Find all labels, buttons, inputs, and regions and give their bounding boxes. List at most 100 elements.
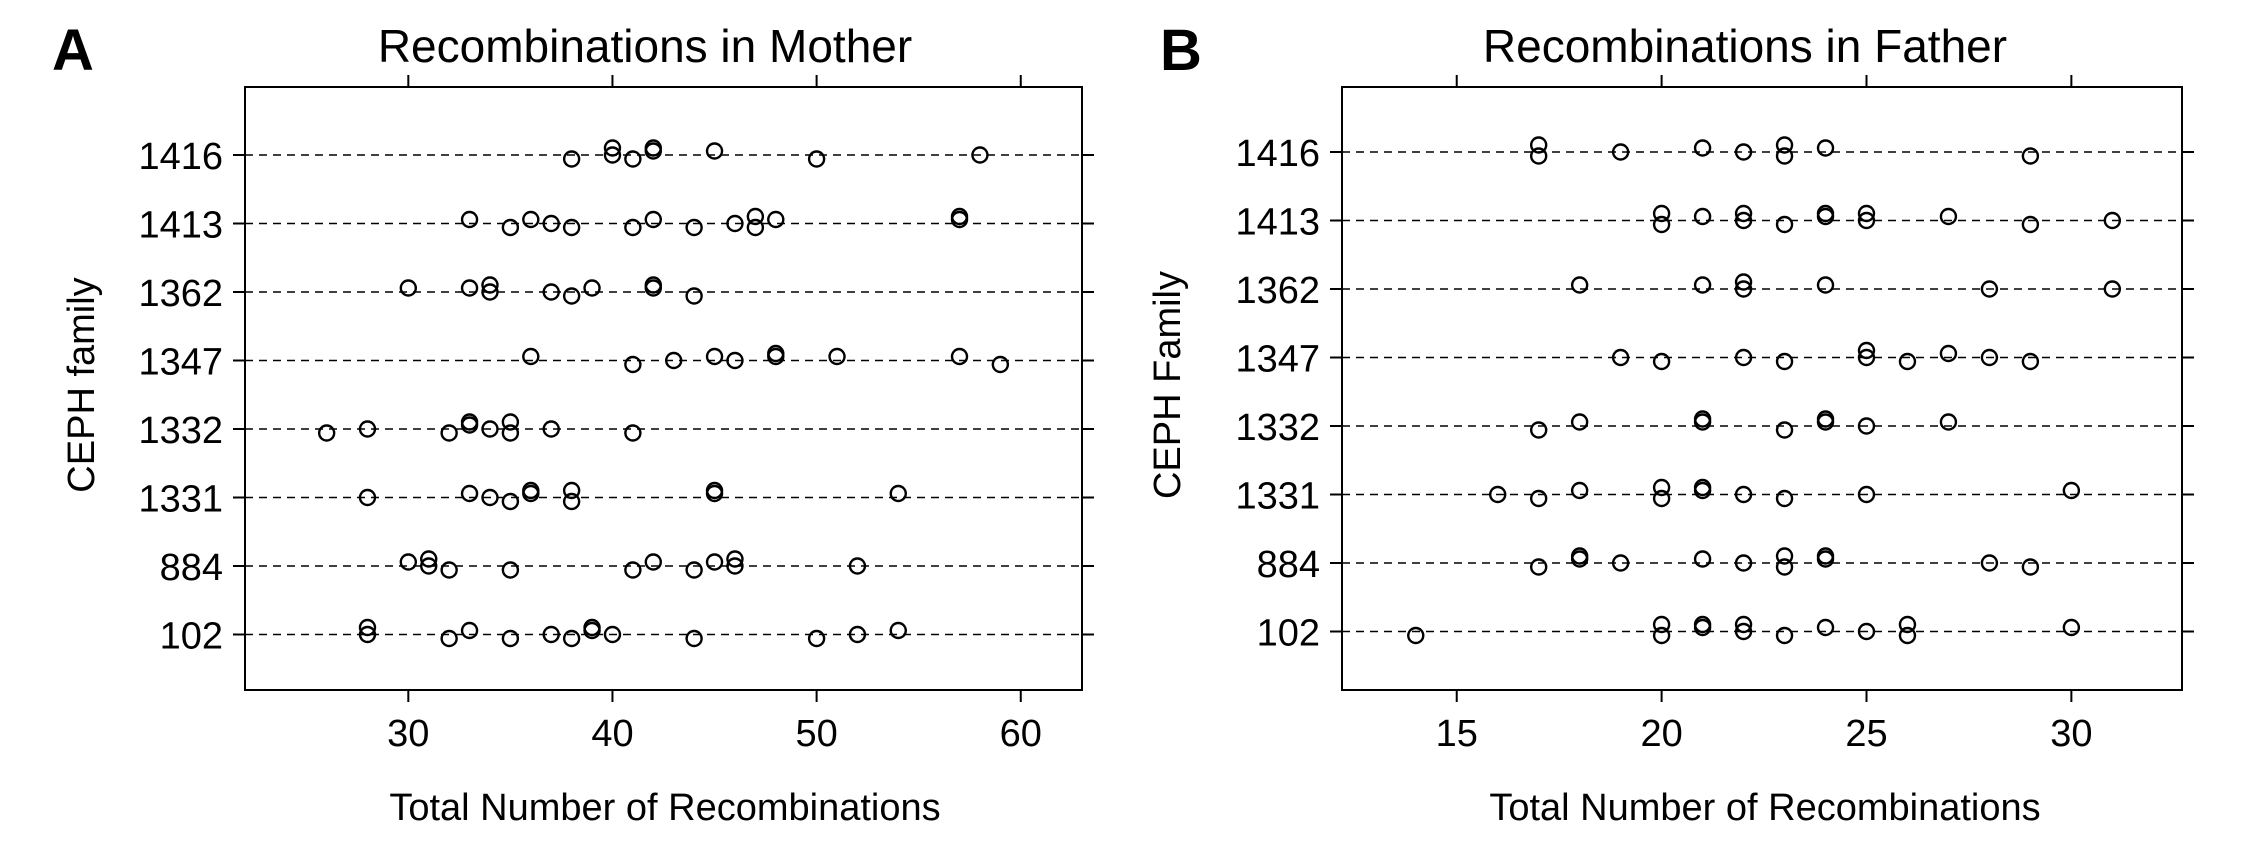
panel-b-data-point-1413 bbox=[1652, 204, 1671, 223]
panel-a-x-axis-label: Total Number of Recombinations bbox=[389, 787, 940, 829]
panel-b-data-point-1413 bbox=[1734, 204, 1753, 223]
panel-b-data-point-884 bbox=[1980, 554, 1999, 572]
panel-a-data-point-1331 bbox=[460, 484, 479, 503]
panel-a-data-point-1331 bbox=[889, 484, 907, 503]
panel-a-data-point-1331 bbox=[358, 488, 377, 507]
panel-b-title: Recombinations in Father bbox=[1483, 20, 2007, 72]
panel-a-data-point-1347 bbox=[950, 347, 969, 366]
panel-a-data-point-1416 bbox=[705, 142, 724, 160]
panel-a-data-point-1347 bbox=[828, 347, 846, 366]
panel-b-x-tick-label: 20 bbox=[1640, 713, 1682, 755]
panel-a-y-tick-label: 1413 bbox=[138, 205, 223, 247]
panel-a-y-tick-label: 1362 bbox=[138, 273, 223, 315]
panel-b-y-tick-label: 1362 bbox=[1235, 270, 1320, 312]
panel-a-data-point-1413 bbox=[522, 210, 540, 229]
panel-b-data-point-102 bbox=[1693, 615, 1712, 634]
panel-a-data-point-1362 bbox=[542, 283, 560, 301]
panel-b-data-point-102 bbox=[1652, 626, 1671, 645]
panel-a-title: Recombinations in Mother bbox=[378, 20, 912, 72]
panel-a-data-point-102 bbox=[807, 629, 826, 648]
panel-b-data-point-1416 bbox=[1775, 147, 1794, 165]
panel-a-data-point-1413 bbox=[685, 218, 703, 237]
panel-b-data-point-1347 bbox=[2021, 352, 2040, 371]
panel-a-data-point-1362 bbox=[460, 279, 479, 297]
panel-b-y-tick-label: 1332 bbox=[1235, 407, 1320, 449]
panel-a-data-point-1413 bbox=[746, 207, 765, 226]
panel-a-data-point-102 bbox=[889, 621, 907, 640]
panel-b-data-point-1331 bbox=[1775, 489, 1794, 508]
panel-b-y-tick-label: 1347 bbox=[1235, 339, 1320, 381]
panel-a-plot-frame bbox=[244, 86, 1083, 691]
panel-b-data-point-1362 bbox=[1980, 280, 1999, 298]
panel-a-y-tick-label: 1331 bbox=[138, 479, 223, 521]
panel-a-y-tick-label: 884 bbox=[160, 547, 223, 589]
panel-a-x-tick-label: 40 bbox=[591, 713, 633, 755]
panel-b-data-point-1416 bbox=[1693, 139, 1712, 157]
panel-b-data-point-102 bbox=[1734, 615, 1753, 634]
panel-b-data-point-1362 bbox=[1693, 276, 1712, 294]
panel-a-y-tick-label: 1332 bbox=[138, 410, 223, 452]
panel-a-data-point-1416 bbox=[624, 150, 642, 168]
panel-b-data-point-102 bbox=[1898, 626, 1917, 645]
panel-b-data-point-1413 bbox=[1816, 204, 1835, 223]
panel-a-data-point-1362 bbox=[644, 276, 662, 294]
panel-a-data-point-1347 bbox=[665, 351, 683, 370]
panel-b-data-point-884 bbox=[1775, 547, 1794, 565]
panel-b: B Recombinations in Father Total Number … bbox=[1147, 18, 2194, 829]
panel-b-data-point-1331 bbox=[1652, 478, 1671, 497]
panel-a-x-tick-label: 60 bbox=[1000, 713, 1042, 755]
panel-b-data-point-1332 bbox=[1570, 413, 1589, 431]
panel-b-data-point-1332 bbox=[1939, 413, 1958, 431]
panel-a-data-point-1416 bbox=[562, 150, 581, 168]
panel-a-data-point-1332 bbox=[501, 424, 520, 442]
panel-a-data-point-1413 bbox=[501, 218, 520, 237]
panel-a-data-point-1331 bbox=[481, 488, 499, 507]
panel-a-x-tick-label: 50 bbox=[795, 713, 837, 755]
panel-b-data-point-1413 bbox=[1857, 211, 1876, 230]
panel-a-data-point-102 bbox=[460, 621, 479, 640]
panel-a-data-point-1347 bbox=[522, 347, 540, 366]
panel-a-data-point-102 bbox=[583, 618, 601, 637]
panel-b-plot-frame bbox=[1341, 86, 2183, 691]
panel-b-y-tick-label: 1416 bbox=[1235, 133, 1320, 175]
panel-a-data-point-1362 bbox=[399, 279, 418, 297]
panel-b-data-point-1331 bbox=[1570, 481, 1589, 500]
panel-a-data-point-102 bbox=[603, 625, 622, 644]
panel-a-data-point-1347 bbox=[991, 355, 1010, 374]
panel-a-data-point-1331 bbox=[501, 492, 520, 511]
panel-a-data-point-1413 bbox=[950, 207, 969, 226]
panel-a-data-point-1416 bbox=[644, 139, 662, 157]
panel-b-x-axis-label: Total Number of Recombinations bbox=[1489, 787, 2040, 829]
panel-a-data-point-1416 bbox=[603, 139, 622, 157]
panel-b-data-point-1332 bbox=[1529, 421, 1548, 439]
panel-b-data-point-1416 bbox=[1529, 147, 1548, 165]
panel-b-data-point-1362 bbox=[1734, 280, 1753, 298]
panel-b-data-point-102 bbox=[1857, 622, 1876, 641]
panel-a-y-axis-label: CEPH family bbox=[61, 277, 103, 492]
panel-a-data-point-1413 bbox=[726, 214, 744, 233]
panel-b-data-point-1362 bbox=[2103, 280, 2122, 298]
panel-b-data-point-884 bbox=[1570, 547, 1589, 565]
panel-b-data-point-102 bbox=[1775, 626, 1794, 645]
panel-b-data-point-1347 bbox=[1611, 348, 1630, 367]
panel-b-data-point-1347 bbox=[1939, 344, 1958, 363]
panel-b-data-point-1332 bbox=[1775, 421, 1794, 439]
panel-b-data-point-1416 bbox=[1611, 143, 1630, 161]
panel-a-data-point-884 bbox=[420, 550, 438, 568]
panel-a-data-point-1332 bbox=[317, 424, 336, 442]
panel-b-y-tick-label: 1331 bbox=[1235, 476, 1320, 518]
panel-b-x-tick-label: 15 bbox=[1436, 713, 1478, 755]
panel-a-data-point-1347 bbox=[767, 344, 785, 363]
panel-a-data-point-1362 bbox=[481, 283, 499, 301]
panel-a-data-point-1347 bbox=[624, 355, 642, 374]
panel-b-y-tick-label: 102 bbox=[1257, 613, 1320, 655]
panel-a-data-point-102 bbox=[685, 629, 703, 648]
panel-b-data-point-1413 bbox=[2021, 215, 2040, 234]
panel-b-data-point-884 bbox=[1775, 558, 1794, 576]
panel-b-data-point-102 bbox=[1407, 626, 1425, 645]
panel-b-data-point-1347 bbox=[1775, 352, 1794, 371]
panel-b-y-axis-label: CEPH Family bbox=[1147, 271, 1189, 499]
panel-b-data-point-1332 bbox=[1816, 410, 1835, 428]
panel-a-data-point-102 bbox=[358, 618, 377, 637]
panel-b-data-point-1416 bbox=[2021, 147, 2040, 165]
